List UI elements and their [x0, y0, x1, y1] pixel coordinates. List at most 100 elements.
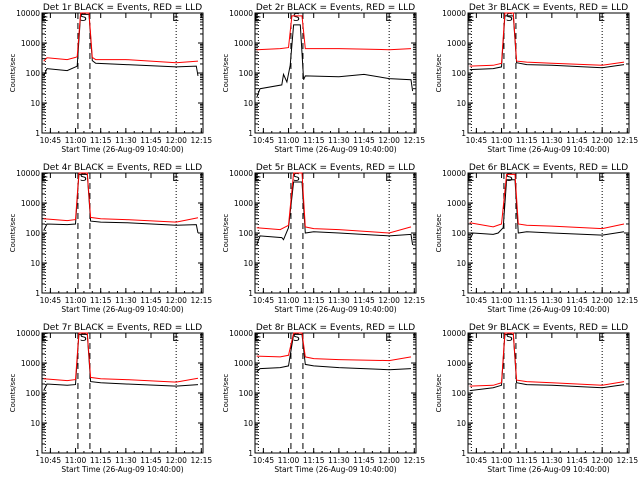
x-tick-label: 11:00 [278, 456, 300, 465]
marker-label: E [385, 171, 392, 184]
x-tick-label: 11:15 [516, 136, 538, 145]
x-tick-label: 11:00 [65, 136, 87, 145]
y-tick-label: 1000 [21, 359, 40, 368]
y-tick-label: 10000 [229, 9, 253, 18]
y-tick-label: 1000 [234, 359, 253, 368]
marker-label: S [293, 11, 300, 24]
y-tick-label: 100 [26, 389, 41, 398]
lld-series-line [469, 12, 625, 67]
x-tick-label: 11:15 [516, 296, 538, 305]
lld-series-line [256, 332, 412, 362]
y-tick-label: 100 [452, 69, 467, 78]
y-tick-label: 10000 [16, 169, 40, 178]
detector-panel: Det 1r BLACK = Events, RED = LLD 1 10 100 10… [9, 3, 212, 154]
y-tick-label: 1000 [234, 39, 253, 48]
marker-label: S [80, 331, 87, 344]
y-tick-label: 10000 [442, 169, 466, 178]
x-tick-label: 10:45 [466, 136, 488, 145]
detector-panel: Det 3r BLACK = Events, RED = LLD 1 10 100 10… [435, 3, 638, 154]
marker-label: S [506, 11, 513, 24]
x-tick-label: 11:00 [491, 136, 513, 145]
y-axis-label: Counts/sec [222, 54, 230, 93]
lld-series-line [43, 12, 199, 64]
x-tick-label: 11:15 [303, 296, 325, 305]
x-tick-label: 11:15 [90, 456, 112, 465]
y-tick-label: 100 [452, 229, 467, 238]
x-tick-label: 10:45 [466, 296, 488, 305]
plot-frame [41, 12, 204, 134]
lld-series-line [469, 332, 625, 387]
x-tick-label: 11:30 [115, 456, 137, 465]
x-tick-label: 11:30 [115, 296, 137, 305]
x-tick-label: 12:00 [591, 136, 613, 145]
x-tick-label: 11:45 [140, 296, 162, 305]
y-axis-label: Counts/sec [9, 374, 17, 413]
plot-frame [467, 332, 630, 454]
x-tick-label: 11:00 [491, 296, 513, 305]
x-tick-label: 10:45 [253, 456, 275, 465]
marker-label: S [506, 171, 513, 184]
plot-title: Det 6r BLACK = Events, RED = LLD [469, 163, 628, 173]
x-tick-label: 11:15 [516, 456, 538, 465]
y-tick-label: 10 [30, 259, 40, 268]
x-tick-label: 12:15 [191, 456, 213, 465]
marker-label: S [293, 331, 300, 344]
x-tick-label: 11:15 [303, 136, 325, 145]
marker-label: S [80, 171, 87, 184]
x-tick-label: 11:45 [353, 456, 375, 465]
x-tick-label: 11:45 [140, 456, 162, 465]
marker-label: E [598, 11, 605, 24]
x-tick-label: 12:15 [404, 136, 426, 145]
marker-label: E [385, 11, 392, 24]
x-tick-label: 11:45 [566, 136, 588, 145]
x-tick-label: 12:00 [591, 456, 613, 465]
x-tick-label: 10:45 [466, 456, 488, 465]
x-tick-label: 11:30 [541, 136, 563, 145]
x-tick-label: 12:15 [617, 456, 639, 465]
marker-label: E [467, 171, 474, 184]
x-tick-label: 12:15 [617, 136, 639, 145]
x-tick-label: 11:30 [541, 296, 563, 305]
y-axis-label: Counts/sec [9, 54, 17, 93]
marker-label: E [467, 331, 474, 344]
y-axis-label: Counts/sec [9, 214, 17, 253]
y-tick-label: 1 [461, 289, 466, 298]
y-tick-label: 1000 [447, 359, 466, 368]
y-tick-label: 1 [248, 289, 253, 298]
lld-series-line [256, 172, 412, 234]
x-tick-label: 11:00 [491, 456, 513, 465]
y-axis-label: Counts/sec [222, 214, 230, 253]
marker-label: E [598, 171, 605, 184]
y-tick-label: 100 [26, 69, 41, 78]
marker-label: E [41, 331, 48, 344]
y-axis-label: Counts/sec [435, 214, 443, 253]
y-tick-label: 10 [30, 99, 40, 108]
plot-title: Det 5r BLACK = Events, RED = LLD [256, 163, 415, 173]
y-tick-label: 100 [26, 229, 41, 238]
y-axis-label: Counts/sec [222, 374, 230, 413]
plot-title: Det 4r BLACK = Events, RED = LLD [43, 163, 202, 173]
y-tick-label: 10000 [16, 329, 40, 338]
x-tick-label: 11:30 [328, 136, 350, 145]
x-axis-label: Start Time (26-Aug-09 10:40:00) [61, 145, 183, 154]
marker-label: E [385, 331, 392, 344]
y-tick-label: 100 [452, 389, 467, 398]
detector-panel: Det 8r BLACK = Events, RED = LLD 1 10 100 10… [222, 323, 425, 474]
plot-frame [254, 12, 417, 134]
x-tick-label: 10:45 [40, 136, 62, 145]
detector-panel: Det 6r BLACK = Events, RED = LLD 1 10 100 10… [435, 163, 638, 314]
marker-label: E [254, 11, 261, 24]
y-tick-label: 100 [239, 229, 254, 238]
x-tick-label: 11:45 [353, 136, 375, 145]
marker-label: S [80, 11, 87, 24]
y-tick-label: 1 [35, 129, 40, 138]
marker-label: E [254, 331, 261, 344]
lld-series-line [469, 173, 625, 230]
y-tick-label: 1000 [21, 39, 40, 48]
x-tick-label: 12:00 [378, 136, 400, 145]
x-axis-label: Start Time (26-Aug-09 10:40:00) [487, 465, 609, 474]
y-tick-label: 100 [239, 69, 254, 78]
y-tick-label: 1000 [447, 39, 466, 48]
x-axis-label: Start Time (26-Aug-09 10:40:00) [61, 465, 183, 474]
lld-series-line [43, 332, 199, 383]
